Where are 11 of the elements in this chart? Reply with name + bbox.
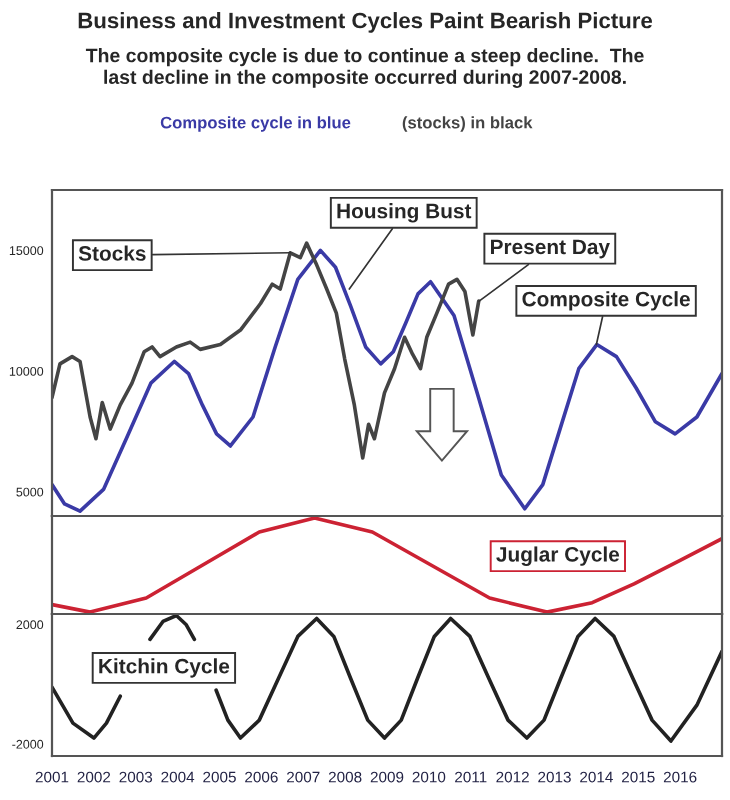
annotation: Housing Bust <box>337 203 472 223</box>
annotation: Kitchin Cycle <box>99 658 230 678</box>
line-series <box>52 241 481 460</box>
annotation: Juglar Cycle <box>496 546 620 566</box>
text: Composite cycle in blue <box>160 116 351 132</box>
annotation: Present Day <box>490 239 610 259</box>
annotation: Composite Cycle <box>522 291 690 311</box>
chart-title: Business and Investment Cycles Paint Bearish Picture <box>78 12 653 33</box>
annotation: Stocks <box>78 245 146 261</box>
chart-subtitle: The composite cycle is due to continue a steep decline. The last decline in the composite occurred during 2007-2008. <box>85 48 644 88</box>
text: (stocks) in black <box>402 116 533 132</box>
